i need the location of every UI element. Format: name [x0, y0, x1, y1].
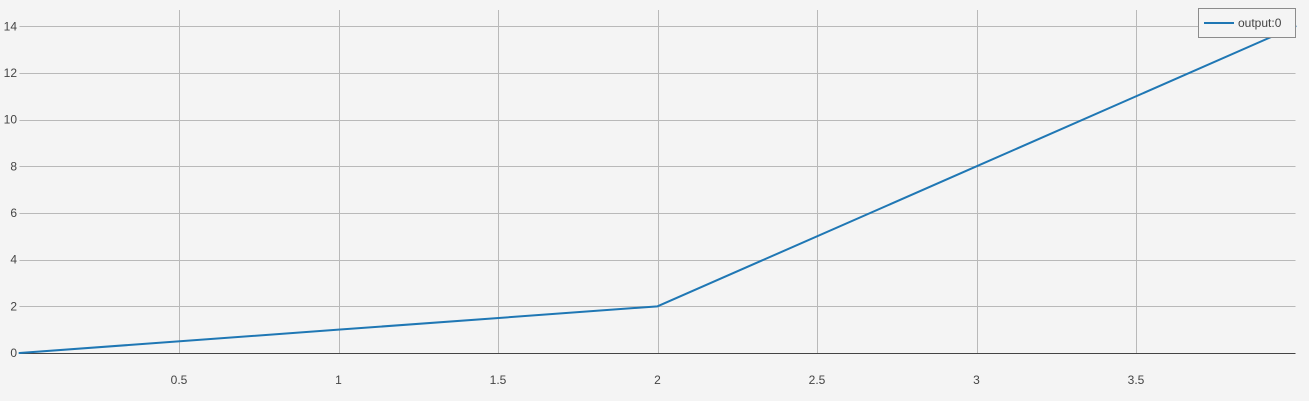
legend[interactable]: output:0 [1198, 8, 1296, 38]
y-tick-label: 2 [10, 299, 17, 313]
y-tick-label: 10 [4, 113, 18, 127]
x-grid [179, 10, 1137, 353]
x-tick-label: 2 [654, 373, 661, 387]
y-tick-label: 0 [10, 346, 17, 360]
series-layer [18, 25, 1297, 354]
x-tick-label: 0.5 [171, 373, 188, 387]
x-tick-label: 3.5 [1128, 373, 1145, 387]
y-grid [19, 26, 1296, 307]
series-line-0 [18, 25, 1297, 354]
y-tick-label: 14 [4, 19, 18, 33]
x-tick-label: 3 [973, 373, 980, 387]
legend-label-output-0[interactable]: output:0 [1238, 16, 1282, 30]
y-axis-ticks: 0 2 4 6 8 10 12 14 [4, 19, 18, 360]
x-tick-label: 2.5 [809, 373, 826, 387]
y-tick-label: 4 [10, 253, 17, 267]
y-tick-label: 12 [4, 66, 18, 80]
x-axis-ticks: 0.5 1 1.5 2 2.5 3 3.5 [171, 373, 1145, 387]
y-tick-label: 6 [10, 206, 17, 220]
x-tick-label: 1.5 [490, 373, 507, 387]
x-tick-label: 1 [335, 373, 342, 387]
y-tick-label: 8 [10, 159, 17, 173]
